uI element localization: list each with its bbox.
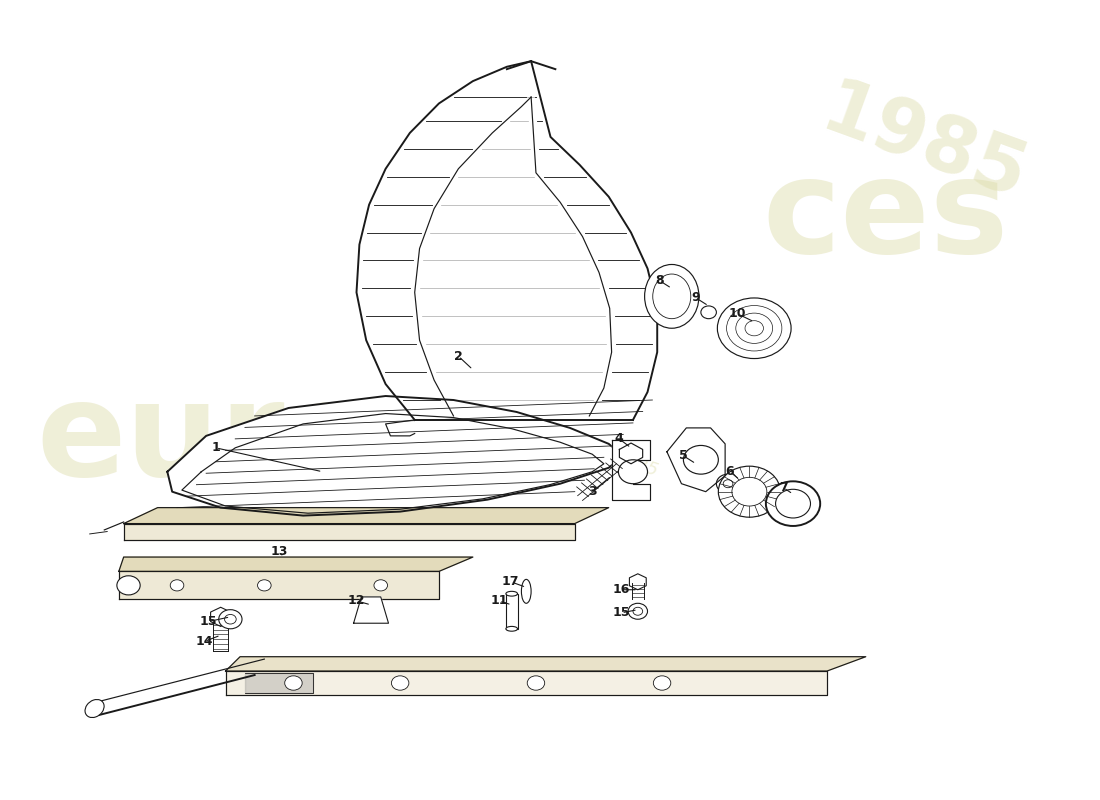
Circle shape (716, 474, 739, 494)
Circle shape (219, 610, 242, 629)
Polygon shape (245, 674, 312, 693)
Circle shape (701, 306, 716, 318)
Text: 5: 5 (679, 450, 688, 462)
Circle shape (224, 614, 236, 624)
Circle shape (718, 466, 780, 517)
Text: 14: 14 (196, 635, 213, 648)
Polygon shape (619, 443, 642, 464)
Ellipse shape (85, 699, 104, 718)
Circle shape (653, 676, 671, 690)
Text: 10: 10 (729, 307, 747, 321)
Circle shape (632, 607, 642, 615)
Polygon shape (167, 396, 624, 515)
Text: 15: 15 (199, 615, 217, 628)
Polygon shape (119, 557, 473, 571)
Polygon shape (119, 571, 439, 599)
Text: 17: 17 (502, 575, 519, 588)
Polygon shape (612, 440, 650, 500)
Circle shape (723, 480, 733, 488)
Ellipse shape (506, 591, 517, 596)
Text: 13: 13 (271, 545, 287, 558)
Text: 15: 15 (613, 606, 630, 619)
Text: 1985: 1985 (812, 74, 1036, 216)
Text: 6: 6 (726, 466, 735, 478)
Text: 7: 7 (779, 481, 788, 494)
Polygon shape (356, 61, 657, 420)
Circle shape (374, 580, 387, 591)
Circle shape (628, 603, 648, 619)
Circle shape (776, 490, 811, 518)
Circle shape (618, 460, 648, 484)
Circle shape (717, 298, 791, 358)
Circle shape (766, 482, 821, 526)
Circle shape (527, 676, 544, 690)
Text: 8: 8 (654, 274, 663, 287)
Ellipse shape (521, 579, 531, 603)
Polygon shape (667, 428, 725, 492)
Text: 12: 12 (348, 594, 365, 607)
Polygon shape (226, 671, 827, 695)
Polygon shape (123, 508, 608, 523)
Text: ces: ces (762, 153, 1009, 280)
Circle shape (683, 446, 718, 474)
Ellipse shape (652, 274, 691, 318)
Text: 3: 3 (587, 485, 596, 498)
Polygon shape (226, 657, 866, 671)
Circle shape (732, 478, 767, 506)
Ellipse shape (645, 265, 698, 328)
Ellipse shape (506, 626, 517, 631)
Text: passion for parts since 1985: passion for parts since 1985 (411, 384, 660, 480)
Text: 2: 2 (454, 350, 463, 362)
Text: 16: 16 (613, 583, 630, 596)
Text: 4: 4 (614, 432, 623, 445)
Circle shape (257, 580, 271, 591)
Polygon shape (353, 597, 388, 623)
Circle shape (285, 676, 303, 690)
Text: 11: 11 (491, 594, 508, 607)
Polygon shape (386, 420, 415, 436)
Polygon shape (123, 523, 575, 539)
Circle shape (392, 676, 409, 690)
Text: euro: euro (36, 376, 376, 503)
Text: 1: 1 (211, 442, 220, 454)
Bar (506, 594, 517, 629)
Circle shape (170, 580, 184, 591)
Text: 9: 9 (692, 291, 701, 305)
Circle shape (117, 576, 140, 595)
